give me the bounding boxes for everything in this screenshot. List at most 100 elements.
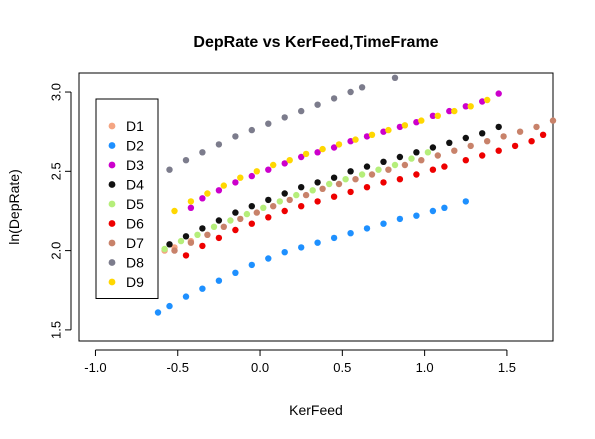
data-point [265, 255, 272, 262]
data-point [276, 198, 283, 205]
data-point [298, 153, 305, 161]
x-tick-label: 0.0 [251, 360, 269, 375]
data-point [462, 198, 469, 205]
data-point [182, 157, 190, 164]
data-point [396, 215, 404, 223]
data-point [539, 131, 547, 138]
legend-label: D9 [126, 274, 144, 290]
data-point [265, 120, 272, 127]
data-point [462, 157, 469, 164]
data-point [380, 220, 387, 227]
data-point [243, 210, 251, 218]
data-point [479, 98, 486, 105]
legend-marker [108, 181, 116, 188]
data-point [401, 161, 409, 169]
series-d2 [154, 198, 469, 316]
data-point [199, 149, 206, 156]
data-point [281, 190, 288, 197]
data-point [166, 166, 173, 173]
data-point [237, 174, 244, 181]
data-point [446, 139, 453, 146]
data-point [182, 252, 190, 259]
plot-frame [78, 72, 554, 342]
data-point [347, 88, 354, 96]
data-point [380, 128, 387, 135]
data-point [199, 225, 206, 232]
legend-marker [108, 122, 116, 130]
data-point [270, 161, 277, 169]
x-tick-label: 1.0 [416, 360, 434, 375]
data-point [533, 123, 540, 131]
data-point [342, 176, 349, 183]
data-point [281, 160, 288, 167]
data-point [171, 207, 178, 215]
data-point [358, 171, 366, 178]
data-point [429, 207, 437, 215]
data-point [528, 138, 535, 145]
data-point [391, 161, 399, 169]
data-point [232, 209, 239, 216]
data-point [199, 195, 206, 202]
data-point [194, 231, 201, 238]
data-point [248, 203, 255, 210]
data-point [396, 153, 404, 161]
data-point [451, 107, 458, 115]
data-point [215, 217, 223, 224]
data-point [298, 107, 305, 115]
data-point [215, 234, 223, 242]
data-point [187, 239, 195, 246]
legend-box [95, 98, 159, 299]
data-point [484, 138, 491, 145]
legend-label: D1 [126, 118, 144, 134]
data-point [467, 142, 474, 150]
data-point [293, 191, 300, 199]
data-point [495, 123, 502, 131]
data-point [177, 237, 185, 245]
data-point [302, 150, 310, 158]
data-point [182, 293, 190, 300]
data-point [330, 144, 338, 151]
legend-label: D5 [126, 196, 144, 212]
data-point [260, 204, 267, 211]
data-point [429, 144, 437, 151]
data-point [232, 179, 239, 186]
data-point [314, 239, 321, 246]
data-point [418, 157, 425, 164]
data-point [500, 133, 507, 140]
data-point [484, 96, 491, 104]
data-point [363, 133, 371, 140]
data-point [511, 142, 519, 150]
data-point [215, 141, 223, 148]
data-point [462, 103, 469, 110]
data-point [495, 147, 502, 154]
data-point [265, 214, 272, 221]
legend: D1 D2 D3 D4 D5 D6 D7 D8 D9 [95, 98, 159, 299]
data-point [413, 149, 420, 156]
data-point [248, 220, 255, 227]
data-point [363, 225, 371, 232]
data-point [375, 166, 382, 173]
data-point [429, 112, 437, 120]
data-point [298, 244, 305, 251]
data-point [265, 166, 272, 173]
data-point [265, 196, 272, 204]
data-point [232, 133, 239, 140]
data-point [441, 204, 448, 211]
data-point [286, 157, 293, 164]
data-point [385, 126, 392, 134]
data-point [154, 309, 162, 316]
y-tick-label: 1.5 [48, 321, 63, 339]
legend-marker [108, 278, 116, 286]
data-point [199, 285, 206, 292]
series-d5 [161, 149, 432, 253]
data-point [330, 193, 338, 200]
x-tick-label: -1.0 [84, 360, 106, 375]
data-point [298, 203, 305, 210]
data-point [166, 241, 173, 248]
data-point [434, 152, 441, 159]
legend-marker [108, 239, 116, 247]
data-point [248, 126, 255, 134]
data-point [495, 90, 502, 97]
data-point [479, 130, 486, 137]
